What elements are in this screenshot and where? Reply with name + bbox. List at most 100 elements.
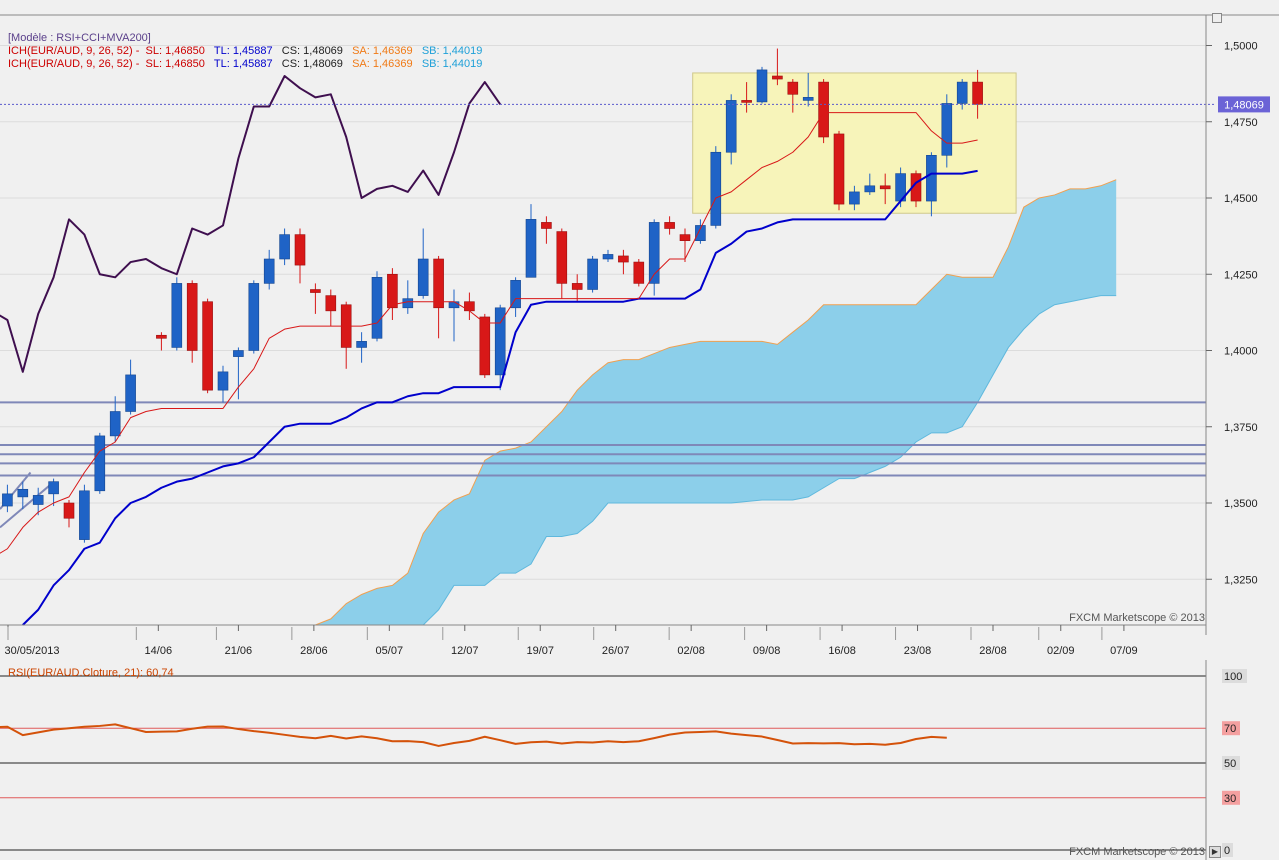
bullish-candle: [417, 258, 429, 296]
price-tick-label: 1,3250: [1224, 574, 1258, 586]
kijun-sen-line: [22, 169, 978, 626]
price-tick-label: 1,5000: [1224, 41, 1258, 53]
rsi-legend: RSI(EUR/AUD.Cloture, 21): 60,74: [8, 667, 174, 679]
rsi-tick-label: 100: [1224, 671, 1242, 683]
bearish-candle: [833, 133, 845, 205]
rsi-tick-label: 0: [1224, 845, 1230, 857]
legend-sl: SL: 1,46850: [145, 58, 205, 70]
bearish-candle: [387, 273, 398, 309]
bullish-candle: [448, 301, 460, 309]
bullish-candle: [217, 371, 229, 391]
rsi-plot-background: [0, 660, 1206, 860]
time-tick-label: 05/07: [376, 645, 404, 657]
bullish-candle: [48, 481, 59, 495]
ichimoku-name: ICH(EUR/AUD, 9, 26, 52) -: [8, 58, 140, 70]
bearish-candle: [479, 316, 491, 376]
bullish-candle: [695, 225, 706, 241]
legend-sb: SB: 1,44019: [421, 58, 483, 70]
time-tick-label: 12/07: [451, 645, 479, 657]
legend-sa: SA: 1,46369: [352, 45, 413, 57]
bullish-candle: [17, 488, 29, 498]
bearish-candle: [879, 185, 891, 190]
rsi-tick-badge: [1222, 756, 1240, 770]
bearish-candle: [571, 283, 583, 290]
rsi-series-line: [0, 723, 947, 747]
rsi-tick-label: 70: [1224, 723, 1236, 735]
rsi-tick-badge: [1222, 843, 1233, 857]
ichimoku-name: ICH(EUR/AUD, 9, 26, 52) -: [8, 45, 140, 57]
ichimoku-legend-line-2: ICH(EUR/AUD, 9, 26, 52) - SL: 1,46850 TL…: [8, 58, 482, 71]
rsi-levels: [0, 675, 1206, 851]
bullish-candle: [371, 276, 383, 339]
legend-sa: SA: 1,46369: [352, 58, 413, 70]
price-tick-label: 1,4000: [1224, 346, 1258, 358]
chart-options-button[interactable]: [1212, 13, 1222, 23]
tenkan-sen-line: [0, 112, 978, 554]
rsi-tick-badge: [1222, 669, 1247, 683]
bullish-candle: [725, 100, 737, 153]
bearish-candle: [972, 81, 983, 105]
bullish-candle: [279, 234, 290, 260]
bearish-candle: [464, 301, 475, 312]
ichimoku-legend-line-1: ICH(EUR/AUD, 9, 26, 52) - SL: 1,46850 TL…: [8, 45, 482, 58]
ichimoku-lines: [0, 75, 978, 626]
time-tick-label: 02/09: [1047, 645, 1075, 657]
time-tick-label: 23/08: [904, 645, 932, 657]
legend-tl: TL: 1,45887: [213, 45, 273, 57]
time-tick-label: 19/07: [526, 645, 554, 657]
bullish-candle: [926, 155, 937, 202]
credit-rsi: FXCM Marketscope © 2013: [1069, 846, 1205, 858]
bearish-candle: [325, 295, 337, 312]
bullish-candle: [864, 185, 876, 193]
bullish-candle: [648, 222, 660, 284]
model-label: [Modèle : RSI+CCI+MVA200]: [8, 32, 151, 44]
bullish-candle: [2, 493, 13, 507]
scroll-right-button[interactable]: ▶: [1209, 846, 1221, 858]
rsi-axis: 100 70 50 30 0: [1222, 669, 1247, 857]
legend-tl: TL: 1,45887: [213, 58, 273, 70]
time-tick-label: 26/07: [602, 645, 630, 657]
senkou-b-line: [315, 295, 1117, 626]
rsi-tick-badge: [1222, 790, 1240, 805]
bullish-candle: [956, 81, 968, 104]
price-tick-label: 1,4750: [1224, 117, 1258, 129]
bearish-candle: [664, 222, 675, 229]
bearish-candle: [772, 75, 783, 80]
bullish-candle: [525, 219, 537, 278]
rsi-line: [0, 723, 947, 747]
chikou-span-line: [0, 75, 502, 373]
rsi-tick-label: 50: [1224, 758, 1236, 770]
legend-sb: SB: 1,44019: [421, 45, 483, 57]
time-tick-label: 21/06: [225, 645, 253, 657]
bullish-candle: [494, 307, 506, 376]
legend-sl: SL: 1,46850: [145, 45, 205, 57]
time-tick-label: 28/08: [979, 645, 1007, 657]
legend-cs: CS: 1,48069: [281, 58, 343, 70]
bullish-candle: [94, 435, 106, 492]
bullish-candle: [756, 69, 768, 103]
horizontal-levels: [0, 401, 1206, 529]
bullish-candle: [849, 191, 860, 205]
time-tick-label: 02/08: [677, 645, 705, 657]
bullish-candle: [587, 258, 598, 290]
bearish-candle: [186, 283, 198, 351]
bullish-candle: [710, 151, 722, 226]
time-tick-label: 16/08: [828, 645, 856, 657]
bullish-candle: [248, 283, 260, 351]
bullish-candle: [802, 97, 814, 101]
bearish-candle: [741, 100, 752, 103]
bullish-candle: [402, 298, 414, 309]
bearish-candle: [618, 255, 629, 263]
last-price-label: 1,48069: [1224, 99, 1264, 111]
time-tick-label: 30/05/2013: [4, 645, 59, 657]
time-tick-label: 09/08: [753, 645, 781, 657]
rsi-tick-label: 30: [1224, 793, 1236, 805]
bullish-candle: [233, 350, 244, 357]
bullish-candle: [171, 283, 183, 348]
bearish-candle: [294, 234, 306, 266]
time-tick-label: 28/06: [300, 645, 328, 657]
bearish-candle: [787, 81, 799, 95]
rsi-tick-badge: [1222, 721, 1240, 736]
last-price-line: 1,48069: [0, 96, 1270, 113]
bearish-candle: [310, 289, 321, 293]
